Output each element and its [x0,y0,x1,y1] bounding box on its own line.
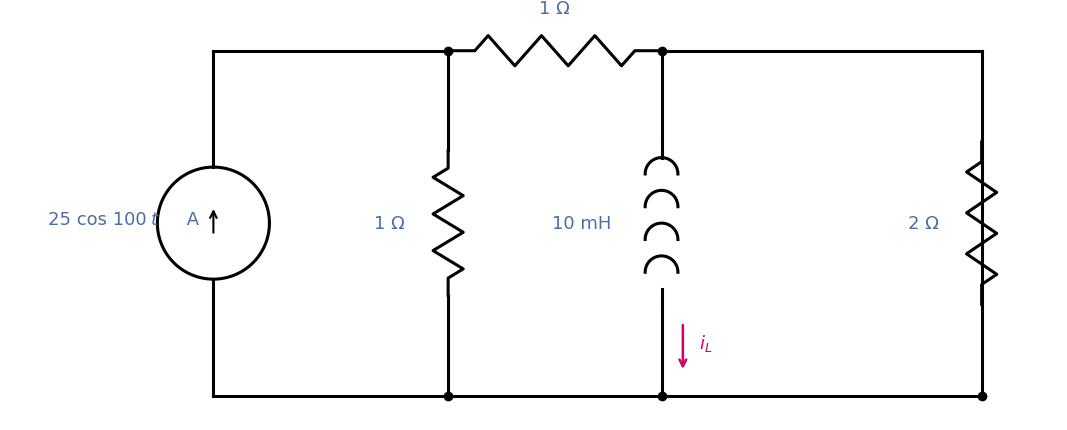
Text: 25 cos 100: 25 cos 100 [48,210,146,228]
Text: 2 Ω: 2 Ω [908,215,938,233]
Text: t: t [150,211,158,229]
Text: $i_L$: $i_L$ [699,332,712,353]
Text: 1 Ω: 1 Ω [375,215,404,233]
Text: 1 Ω: 1 Ω [540,0,570,18]
Text: A: A [180,210,198,228]
Text: 10 mH: 10 mH [552,215,611,233]
